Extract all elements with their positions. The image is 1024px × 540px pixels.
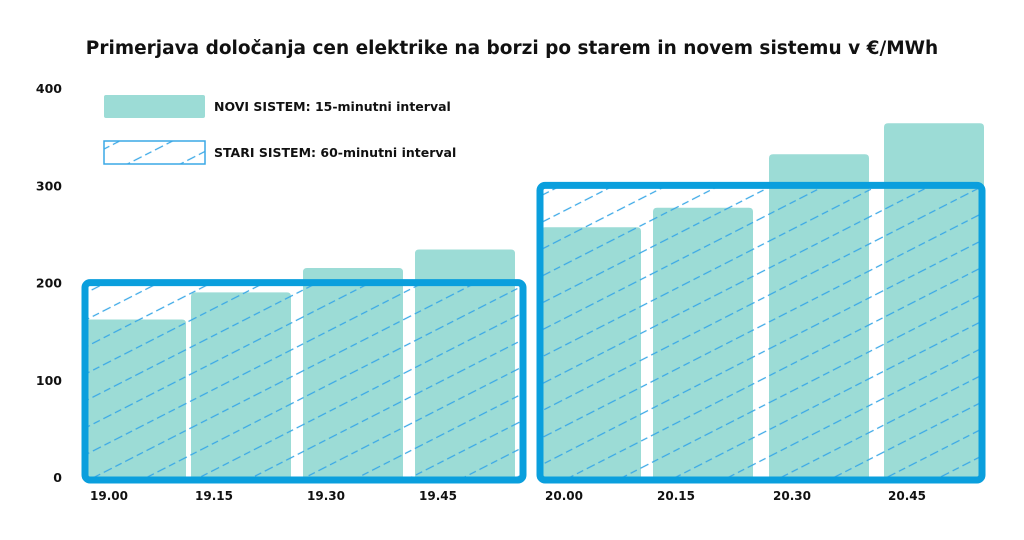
x-tick-label: 20.15 bbox=[657, 489, 695, 503]
hatch-fill-hour-1 bbox=[85, 282, 523, 480]
x-tick-label: 19.45 bbox=[419, 489, 457, 503]
legend-swatch-old bbox=[103, 140, 206, 165]
x-tick-label: 19.15 bbox=[195, 489, 233, 503]
x-axis: 19.00 19.15 19.30 19.45 20.00 20.15 20.30 20.45 bbox=[90, 489, 926, 503]
x-tick-label: 19.00 bbox=[90, 489, 128, 503]
x-tick-label: 20.00 bbox=[545, 489, 583, 503]
boxes-old-system bbox=[81, 181, 986, 484]
legend-label-new: NOVI SISTEM: 15-minutni interval bbox=[214, 99, 451, 114]
x-tick-label: 20.45 bbox=[888, 489, 926, 503]
y-tick-label: 200 bbox=[36, 276, 62, 291]
hatch-fill-hour-2 bbox=[540, 185, 982, 480]
legend: NOVI SISTEM: 15-minutni interval STARI S… bbox=[103, 95, 456, 165]
y-tick-label: 300 bbox=[36, 178, 62, 193]
y-tick-label: 400 bbox=[36, 81, 62, 96]
x-tick-label: 20.30 bbox=[773, 489, 811, 503]
x-tick-label: 19.30 bbox=[307, 489, 345, 503]
y-tick-label: 0 bbox=[53, 470, 62, 485]
legend-swatch-new bbox=[104, 95, 205, 118]
y-tick-label: 100 bbox=[36, 373, 62, 388]
box-old-system-hour-2 bbox=[536, 181, 986, 484]
y-axis: 0 100 200 300 400 bbox=[36, 81, 62, 485]
legend-label-old: STARI SISTEM: 60-minutni interval bbox=[214, 145, 456, 160]
box-old-system-hour-1 bbox=[81, 279, 527, 484]
chart-title: Primerjava določanja cen elektrike na bo… bbox=[86, 38, 938, 59]
